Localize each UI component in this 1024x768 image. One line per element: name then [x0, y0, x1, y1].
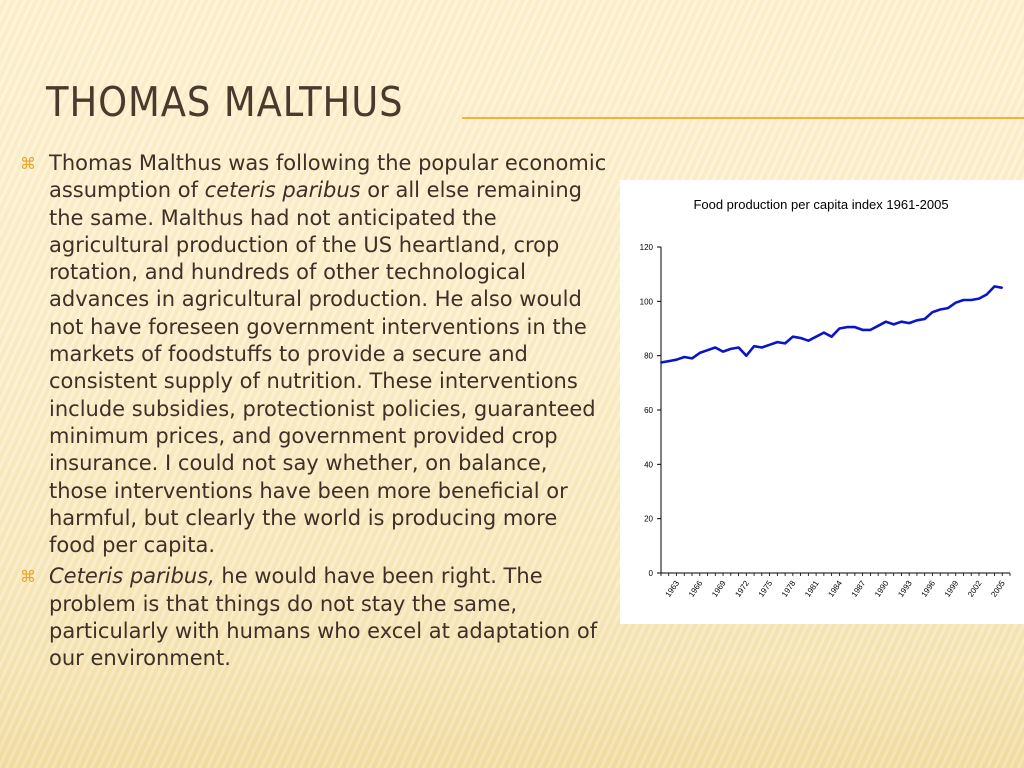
data-point: [846, 326, 849, 329]
data-point: [993, 285, 996, 288]
x-tick-label: 1996: [920, 579, 938, 599]
data-point: [985, 293, 988, 296]
x-tick-label: 1966: [687, 579, 705, 599]
data-point: [691, 357, 693, 360]
food-production-chart: Food production per capita index 1961-20…: [640, 197, 1011, 599]
data-point: [962, 299, 965, 301]
data-point: [714, 346, 717, 349]
x-tick-label: 1972: [733, 579, 751, 599]
data-point: [978, 297, 980, 300]
bullet-item: ⌘ Ceteris paribus, he would have been rig…: [18, 563, 608, 672]
data-point: [815, 335, 818, 338]
bullet-text-italic: Ceteris paribus,: [49, 564, 215, 589]
data-point: [939, 308, 942, 311]
data-point: [1001, 286, 1004, 289]
y-tick-label: 60: [644, 406, 653, 415]
y-tick-label: 20: [644, 515, 653, 524]
x-tick-label: 1975: [757, 579, 775, 599]
x-tick-label: 1984: [826, 579, 844, 599]
data-point: [768, 343, 771, 346]
data-point: [923, 318, 926, 320]
data-point: [737, 346, 740, 349]
data-point: [675, 358, 678, 361]
y-tick-label: 0: [649, 569, 654, 578]
chart-title: Food production per capita index 1961-20…: [693, 197, 948, 212]
x-bullet-icon: ⌘: [20, 567, 36, 587]
data-point: [776, 341, 779, 343]
data-point: [667, 360, 670, 362]
x-tick-label: 1969: [710, 579, 728, 599]
bullet-list: ⌘ Thomas Malthus was following the popula…: [18, 150, 608, 677]
y-tick-label: 100: [640, 297, 654, 306]
bullet-text: or all else remaining the same. Malthus …: [49, 178, 596, 558]
slide-title: Thomas Malthus: [46, 78, 404, 126]
data-point: [885, 320, 887, 323]
bullet-text: Thomas Malthus was following the popular…: [49, 151, 607, 203]
data-point: [954, 301, 957, 304]
x-tick-label: 1978: [780, 579, 798, 599]
data-point: [830, 335, 833, 338]
y-tick-label: 120: [640, 243, 654, 252]
data-point: [916, 319, 918, 322]
x-tick-label: 1987: [850, 579, 868, 599]
data-point: [931, 311, 934, 314]
data-point: [745, 354, 748, 357]
data-point: [729, 347, 732, 350]
data-point: [908, 322, 911, 324]
title-divider: [462, 117, 1024, 119]
series-group: [660, 285, 1004, 364]
bullet-text-italic: ceteris paribus: [204, 178, 361, 203]
data-point: [900, 320, 903, 323]
x-bullet-icon: ⌘: [20, 154, 36, 173]
x-tick-label: 1993: [896, 579, 914, 599]
x-axis: 1963 1966 1969 1972 1975 1978 1981 1984 1987 1990…: [660, 572, 1011, 599]
x-tick-label: 1981: [803, 579, 821, 599]
data-point: [861, 328, 864, 331]
x-tick-label: 1963: [664, 579, 682, 599]
data-point: [799, 337, 802, 339]
data-point: [807, 339, 810, 342]
data-point: [853, 326, 856, 329]
chart-panel: Food production per capita index 1961-20…: [620, 180, 1024, 624]
x-tick-label: 1999: [943, 579, 961, 599]
data-point: [706, 349, 709, 352]
data-point: [784, 342, 786, 345]
data-point: [970, 299, 973, 301]
x-tick-label: 2005: [989, 579, 1007, 599]
data-point: [947, 307, 949, 310]
data-point: [791, 335, 794, 338]
data-point: [753, 345, 755, 348]
data-point: [877, 324, 880, 327]
data-point: [683, 356, 686, 358]
y-tick-label: 80: [644, 352, 653, 361]
bullet-text: he would have been right. The problem is…: [49, 564, 598, 671]
data-point: [660, 361, 662, 364]
data-point: [760, 346, 763, 349]
data-point: [838, 327, 841, 330]
data-point: [892, 323, 895, 326]
data-point: [722, 350, 724, 353]
series-line: [660, 285, 1003, 364]
y-tick-label: 40: [644, 460, 653, 469]
y-axis: 0 20 40 60 80 100 120: [640, 243, 662, 578]
x-tick-label: 2002: [966, 579, 984, 599]
data-point: [869, 328, 872, 331]
data-point: [822, 331, 825, 334]
x-tick-label: 1990: [873, 579, 891, 599]
bullet-item: ⌘ Thomas Malthus was following the popula…: [18, 150, 608, 559]
data-point: [698, 352, 701, 354]
